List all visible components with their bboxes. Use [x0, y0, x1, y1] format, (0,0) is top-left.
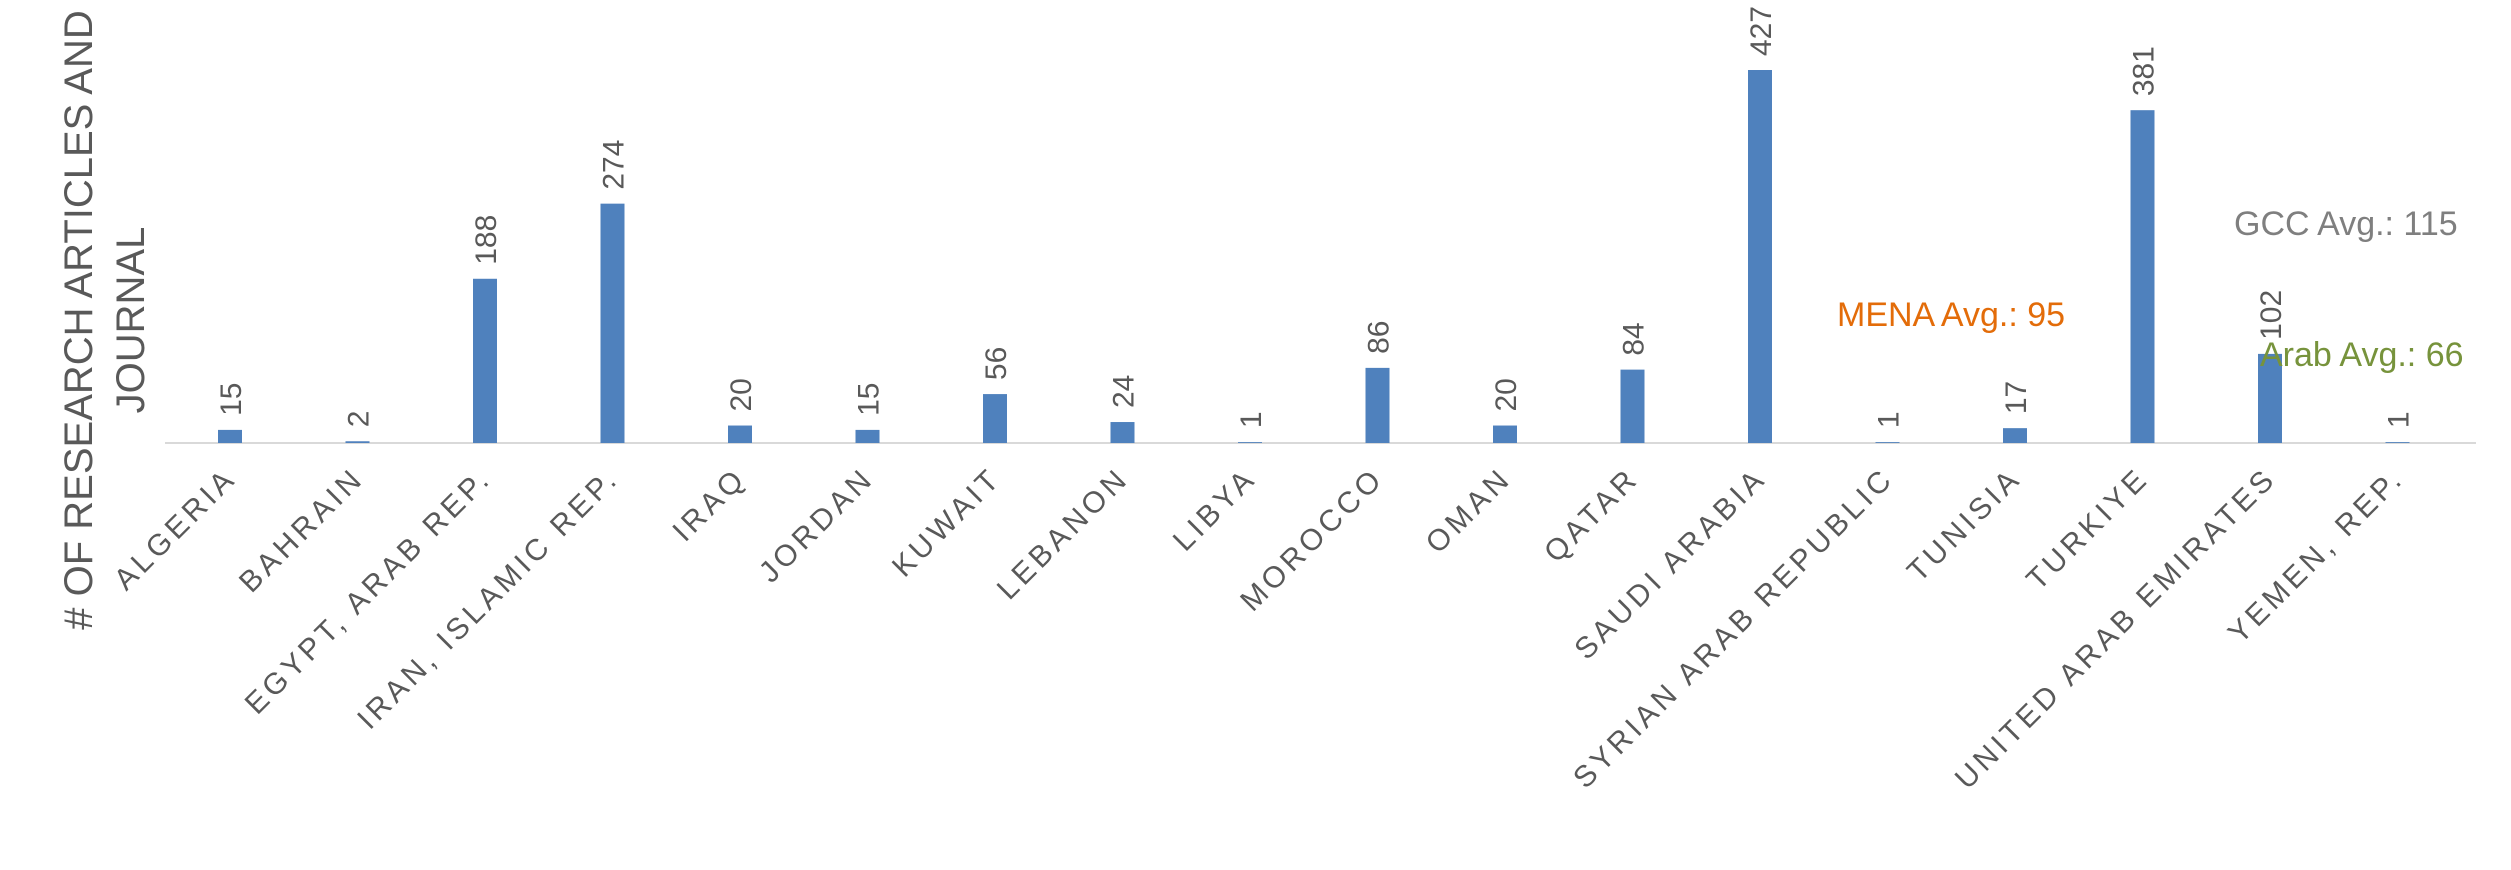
data-label-algeria: 15 [215, 383, 248, 416]
bar-tunisia [2003, 428, 2027, 443]
bar-syrian-arab-republic [1875, 442, 1900, 443]
bar-saudi-arabia [1748, 70, 1772, 443]
x-tick-label-lebanon: LEBANON [991, 462, 1136, 607]
bar-turkiye [2130, 110, 2155, 443]
data-label-morocco: 86 [1363, 321, 1396, 354]
data-label-jordan: 15 [853, 383, 886, 416]
bar-iraq [728, 425, 752, 443]
annotation-mena-avg-95: MENA Avg.: 95 [1837, 296, 2065, 334]
bar-qatar [1620, 369, 1645, 443]
data-label-oman: 20 [1490, 378, 1523, 411]
x-tick-label-egypt-arab-rep: EGYPT, ARAB REP. [239, 462, 498, 721]
x-tick-label-oman: OMAN [1420, 462, 1518, 560]
y-axis-label: # OF RESEARCH ARTICLES AND JOURNAL [57, 10, 153, 629]
annotation-gcc-avg-115: GCC Avg.: 115 [2234, 205, 2458, 243]
x-tick-label-jordan: JORDAN [753, 462, 881, 590]
data-label-yemen-rep: 1 [2383, 411, 2416, 428]
x-tick-label-qatar: QATAR [1538, 462, 1645, 569]
data-label-united-arab-emirates: 102 [2255, 290, 2288, 340]
data-label-kuwait: 56 [980, 347, 1013, 380]
y-axis-label-line-2: JOURNAL [109, 227, 153, 414]
data-label-tunisia: 17 [2000, 381, 2033, 414]
data-label-egypt-arab-rep: 188 [470, 215, 503, 265]
data-labels-group: 15 2 188 274 20 15 56 24 1 86 20 84 427 1 17 381 102 1 [215, 6, 2416, 428]
x-tick-label-tunisia: TUNISIA [1901, 462, 2028, 589]
bar-lebanon [1110, 422, 1135, 443]
bar-oman [1493, 425, 1517, 443]
bar-morocco [1365, 367, 1390, 443]
x-tick-label-kuwait: KUWAIT [886, 462, 1008, 584]
bar-algeria [218, 429, 242, 443]
bar-libya [1238, 442, 1262, 443]
data-label-bahrain: 2 [343, 411, 376, 428]
bar-united-arab-emirates [2258, 353, 2282, 443]
data-label-syrian-arab-republic: 1 [1873, 411, 1906, 428]
data-label-iraq: 20 [725, 378, 758, 411]
x-tick-label-turkiye: TURKIYE [2020, 462, 2155, 597]
annotation-arab-avg-66: Arab Avg.: 66 [2260, 336, 2464, 374]
bars-group [218, 70, 2410, 443]
bar-yemen-rep [2385, 442, 2410, 443]
x-tick-label-algeria: ALGERIA [108, 462, 243, 597]
data-label-iran-islamic-rep: 274 [598, 140, 631, 190]
bar-egypt-arab-rep [473, 278, 497, 443]
x-tick-label-iraq: IRAQ [666, 462, 753, 549]
y-axis-label-line-1: # OF RESEARCH ARTICLES AND [57, 10, 101, 629]
x-tick-label-bahrain: BAHRAIN [233, 462, 370, 599]
bar-iran-islamic-rep [600, 203, 625, 443]
x-tick-label-libya: LIBYA [1167, 462, 1263, 558]
x-tick-label-iran-islamic-rep: IRAN, ISLAMIC REP. [351, 462, 625, 736]
data-label-saudi-arabia: 427 [1745, 6, 1778, 56]
bar-bahrain [345, 441, 370, 443]
bar-jordan [855, 429, 880, 443]
data-label-turkiye: 381 [2128, 46, 2161, 96]
data-label-libya: 1 [1235, 411, 1268, 428]
data-label-lebanon: 24 [1108, 375, 1141, 408]
average-annotations-group: GCC Avg.: 115 MENA Avg.: 95 Arab Avg.: 66 [1837, 205, 2464, 374]
data-label-qatar: 84 [1618, 322, 1651, 355]
bar-kuwait [983, 394, 1007, 443]
